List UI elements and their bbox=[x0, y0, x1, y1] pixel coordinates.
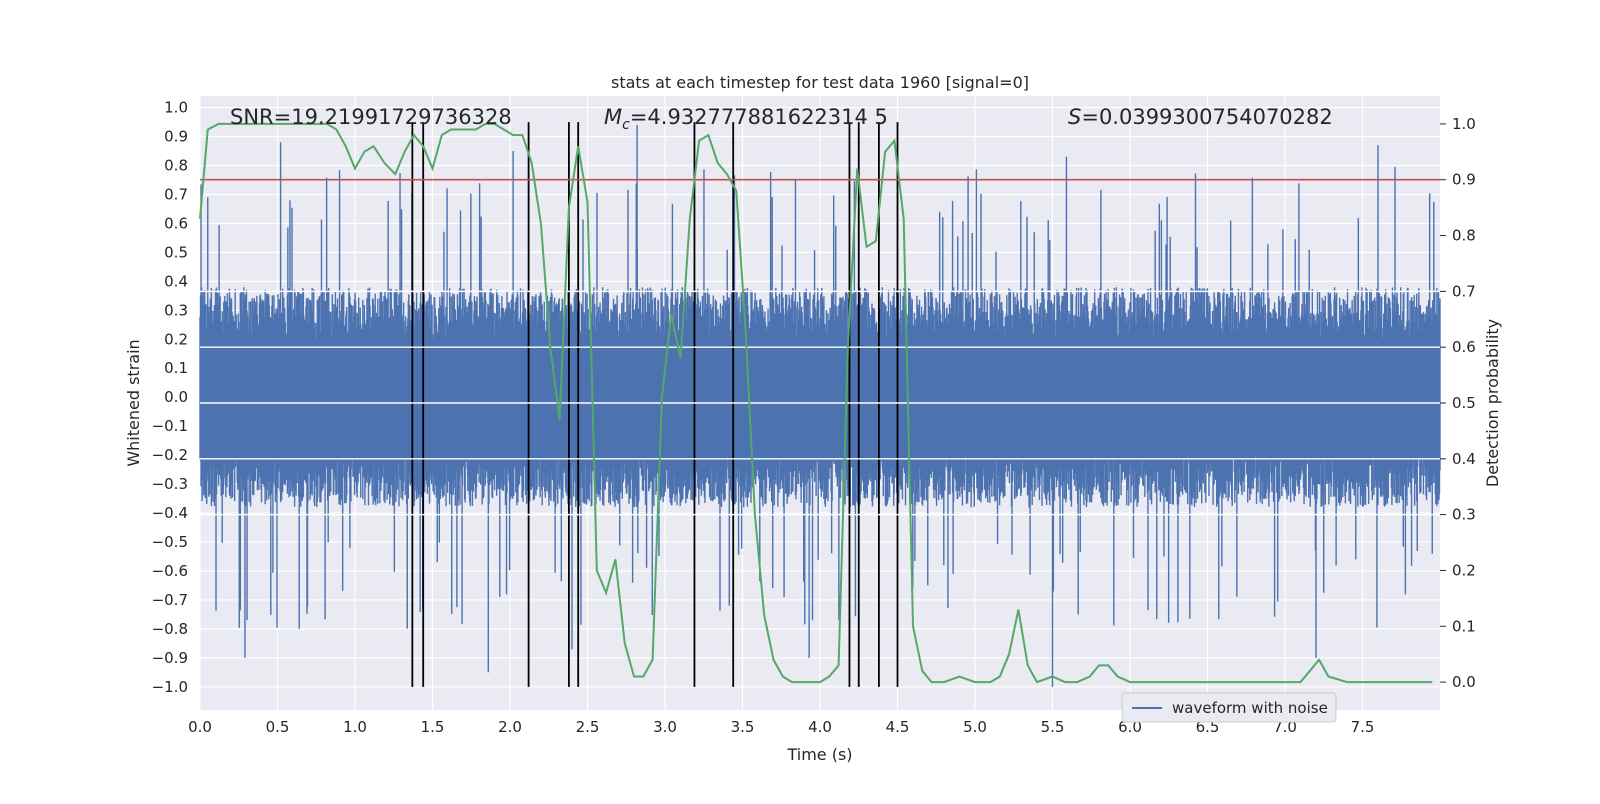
y-right-tick-label: 0.1 bbox=[1452, 617, 1476, 635]
x-tick-label: 7.5 bbox=[1351, 718, 1375, 736]
legend: waveform with noise bbox=[1121, 692, 1337, 723]
x-tick-label: 0.0 bbox=[188, 718, 212, 736]
y-right-tick-label: 0.9 bbox=[1452, 171, 1476, 189]
x-tick-label: 2.5 bbox=[576, 718, 600, 736]
x-tick-label: 2.0 bbox=[498, 718, 522, 736]
y-left-tick-label: 1.0 bbox=[164, 99, 188, 117]
y-right-tick-label: 0.0 bbox=[1452, 673, 1476, 691]
y-left-tick-label: −0.5 bbox=[152, 533, 188, 551]
x-tick-label: 1.5 bbox=[421, 718, 445, 736]
threshold-layer bbox=[200, 178, 1440, 516]
y-left-tick-label: −0.6 bbox=[152, 562, 188, 580]
x-tick-label: 1.0 bbox=[343, 718, 367, 736]
detection-probability-series bbox=[199, 122, 1433, 684]
y-left-tick-label: 0.0 bbox=[164, 388, 188, 406]
y-left-tick-label: 0.3 bbox=[164, 301, 188, 319]
y-left-tick-label: −0.9 bbox=[152, 649, 188, 667]
legend-label-waveform: waveform with noise bbox=[1172, 699, 1328, 717]
y-right-tick-label: 0.5 bbox=[1452, 394, 1476, 412]
mc-subscript: c bbox=[622, 117, 630, 133]
probability-layer bbox=[199, 122, 1433, 684]
waveform-series bbox=[199, 125, 1441, 687]
y-left-tick-labels: 1.0 0.9 0.8 0.7 0.6 0.5 0.4 0.3 0.2 0.1 0.0 −0.1 −0.… bbox=[152, 99, 188, 696]
y-right-tick-label: 0.2 bbox=[1452, 561, 1476, 579]
snr-annotation: SNR=19.21991729736328 bbox=[230, 105, 512, 129]
y-right-tick-label: 0.4 bbox=[1452, 450, 1476, 468]
mc-symbol: M bbox=[604, 105, 622, 129]
y-right-tick-label: 0.8 bbox=[1452, 227, 1476, 245]
waveform-layer bbox=[199, 125, 1441, 687]
mc-annotation: Mc=4.932777881622314 5 bbox=[604, 105, 888, 133]
y-right-tick-labels: 1.0 0.9 0.8 0.7 0.6 0.5 0.4 0.3 0.2 0.1 0.0 bbox=[1440, 115, 1476, 691]
y-right-tick-label: 1.0 bbox=[1452, 115, 1476, 133]
x-tick-label: 3.0 bbox=[653, 718, 677, 736]
y-left-tick-label: 0.9 bbox=[164, 128, 188, 146]
y-left-tick-label: 0.8 bbox=[164, 157, 188, 175]
y-left-tick-label: 0.7 bbox=[164, 185, 188, 203]
legend-box bbox=[1121, 692, 1337, 723]
y-left-tick-label: −0.3 bbox=[152, 475, 188, 493]
mc-value: =4.932777881622314 5 bbox=[630, 105, 888, 129]
x-tick-label: 5.0 bbox=[963, 718, 987, 736]
x-axis-label: Time (s) bbox=[786, 745, 852, 764]
x-tick-label: 5.5 bbox=[1041, 718, 1065, 736]
y-left-tick-label: −0.4 bbox=[152, 504, 188, 522]
y-right-tick-label: 0.3 bbox=[1452, 506, 1476, 524]
y-right-tick-label: 0.7 bbox=[1452, 282, 1476, 300]
chart-title: stats at each timestep for test data 196… bbox=[611, 73, 1029, 92]
y-right-axis-label: Detection probability bbox=[1483, 319, 1502, 487]
s-annotation: S=0.0399300754070282 bbox=[1068, 105, 1333, 129]
x-tick-label: 4.5 bbox=[886, 718, 910, 736]
y-left-tick-label: −0.1 bbox=[152, 417, 188, 435]
y-left-tick-label: 0.2 bbox=[164, 330, 188, 348]
x-tick-label: 0.5 bbox=[266, 718, 290, 736]
s-value: =0.0399300754070282 bbox=[1081, 105, 1332, 129]
y-left-tick-label: −0.2 bbox=[152, 446, 188, 464]
y-left-tick-label: 0.6 bbox=[164, 214, 188, 232]
y-right-tick-label: 0.6 bbox=[1452, 338, 1476, 356]
y-left-tick-label: 0.1 bbox=[164, 359, 188, 377]
y-left-tick-label: −0.7 bbox=[152, 591, 188, 609]
y-left-tick-label: 0.4 bbox=[164, 272, 188, 290]
y-left-axis-label: Whitened strain bbox=[124, 339, 143, 466]
s-symbol: S bbox=[1068, 105, 1081, 129]
y-left-tick-label: −0.8 bbox=[152, 620, 188, 638]
x-tick-label: 3.5 bbox=[731, 718, 755, 736]
y-left-tick-label: 0.5 bbox=[164, 243, 188, 261]
y-left-tick-label: −1.0 bbox=[152, 678, 188, 696]
x-tick-label: 4.0 bbox=[808, 718, 832, 736]
